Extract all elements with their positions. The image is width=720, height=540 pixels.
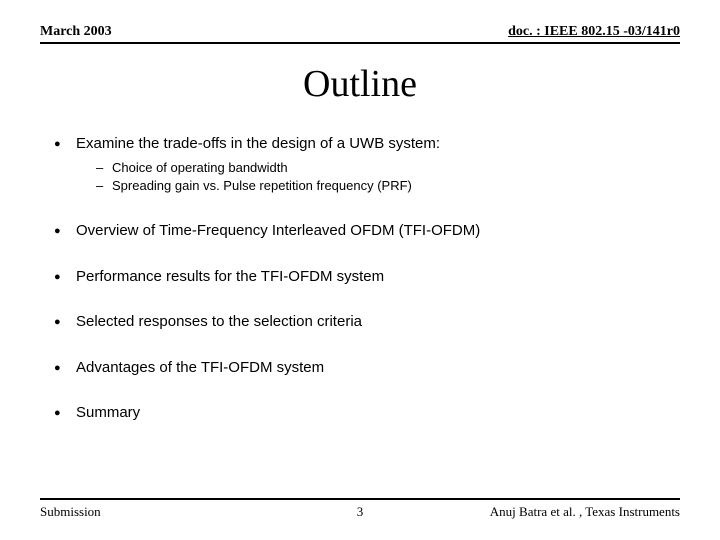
sub-list: Choice of operating bandwidth Spreading … [76,160,680,196]
bullet-text: Selected responses to the selection crit… [76,313,362,330]
list-item: Overview of Time-Frequency Interleaved O… [54,221,680,241]
footer-right: Anuj Batra et al. , Texas Instruments [490,504,680,520]
bullet-text: Performance results for the TFI-OFDM sys… [76,268,384,285]
bullet-list: Examine the trade-offs in the design of … [40,134,680,423]
list-item: Selected responses to the selection crit… [54,312,680,332]
bullet-text: Overview of Time-Frequency Interleaved O… [76,222,480,239]
footer-left: Submission [40,504,101,520]
bullet-text: Summary [76,404,140,421]
slide-content: Examine the trade-offs in the design of … [40,134,680,423]
sub-text: Choice of operating bandwidth [112,160,288,175]
bullet-text: Advantages of the TFI-OFDM system [76,359,324,376]
list-item: Examine the trade-offs in the design of … [54,134,680,195]
header-docref: doc. : IEEE 802.15 -03/141r0 [508,24,680,40]
list-item: Summary [54,403,680,423]
sub-item: Spreading gain vs. Pulse repetition freq… [96,178,680,195]
slide-footer: Submission 3 Anuj Batra et al. , Texas I… [40,498,680,520]
sub-item: Choice of operating bandwidth [96,160,680,177]
slide-header: March 2003 doc. : IEEE 802.15 -03/141r0 [40,24,680,44]
sub-text: Spreading gain vs. Pulse repetition freq… [112,178,412,193]
list-item: Performance results for the TFI-OFDM sys… [54,267,680,287]
footer-page: 3 [357,504,364,520]
slide-title: Outline [40,62,680,106]
header-date: March 2003 [40,24,112,40]
bullet-text: Examine the trade-offs in the design of … [76,135,440,152]
slide: March 2003 doc. : IEEE 802.15 -03/141r0 … [0,0,720,540]
list-item: Advantages of the TFI-OFDM system [54,358,680,378]
